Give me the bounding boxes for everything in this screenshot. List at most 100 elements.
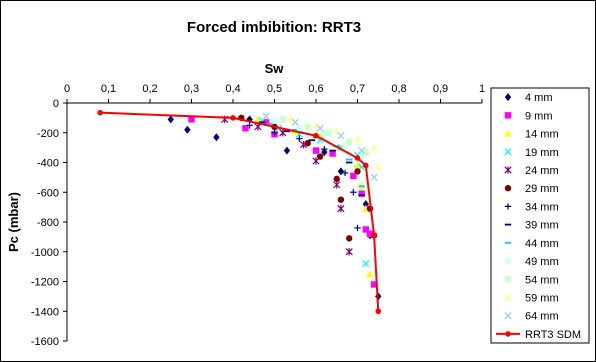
y-tick-label: -600 [37,187,59,199]
data-point [363,162,369,169]
data-point [354,155,361,161]
data-point [316,124,324,132]
legend-label: 59 mm [525,292,559,304]
data-point [354,168,361,175]
x-tick-label: 0,8 [391,83,406,95]
data-point [313,132,319,139]
data-point [321,145,328,153]
legend-label: 29 mm [525,183,559,195]
legend: 4 mm 9 mm 14 mm 19 mm 24 mm 29 mm 34 mm 39 mm 44… [490,87,590,344]
series-34-mm [246,122,361,232]
data-point [350,189,357,196]
data-point [362,148,369,156]
data-point [242,125,249,132]
chart-title: Forced imbibition: RRT3 [187,19,361,36]
data-point [370,281,378,288]
data-point [97,109,103,116]
data-point [337,204,345,213]
y-tick-label: -1400 [31,306,59,318]
data-point [362,259,370,268]
y-axis-title: Pc (mbar) [6,192,21,252]
data-point [366,230,374,238]
data-point [291,118,299,126]
legend-marker [504,203,512,210]
data-point [366,270,374,278]
y-tick-label: 0 [53,98,59,110]
series-line [100,111,380,312]
x-tick-label: 0,1 [101,83,116,95]
legend-label: RRT3 SDM [525,329,581,341]
data-point [341,169,349,177]
data-point [375,308,382,315]
data-marks [97,109,382,315]
data-point [271,129,278,136]
legend-label: 14 mm [525,129,559,141]
data-point [312,147,320,154]
data-point [296,135,303,142]
data-point [271,117,278,125]
data-point [230,115,236,121]
x-axis-title: Sw [265,61,285,76]
data-point [279,129,287,137]
data-point [329,150,336,157]
data-point [246,122,253,129]
data-point [370,143,378,151]
data-point [254,115,262,123]
legend-label: 9 mm [525,110,553,122]
data-point [188,116,195,123]
legend-marker [504,112,512,119]
data-point [167,115,174,124]
series-54-mm [279,116,369,156]
legend-marker [504,148,512,156]
x-tick-label: 1 [479,83,485,95]
legend-marker [504,129,512,137]
data-point [371,232,377,239]
data-point [304,139,311,147]
data-point [333,181,341,189]
y-tick-label: -800 [37,217,59,229]
series-39-mm [258,121,365,197]
data-point [353,135,362,142]
data-point [325,129,332,136]
data-point [350,172,357,180]
legend-marker [504,184,512,192]
data-point [353,161,362,169]
data-point [213,133,220,142]
legend-label: 49 mm [525,256,559,268]
legend-label: 44 mm [525,238,559,250]
data-point [362,226,369,233]
data-point [333,175,340,183]
x-tick-label: 0,9 [433,83,448,95]
legend-label: 4 mm [525,92,553,104]
legend-label: 39 mm [525,220,559,232]
y-tick-label: -400 [37,158,59,170]
data-point [262,112,270,121]
data-point [316,153,324,160]
series-rrt3-sdm [97,109,382,315]
y-tick-label: -1000 [31,247,59,259]
data-point [337,196,345,203]
data-point [345,248,353,256]
data-point [346,235,353,242]
axes: 0 0,1 0,2 0,3 0,4 0,5 0,6 0,7 0,8 0,9 1 0 -200 -400 -6… [31,83,485,348]
data-point [337,132,345,140]
legend-marker [504,276,512,283]
legend-marker [504,93,512,102]
data-point [184,125,191,134]
x-tick-label: 0,2 [142,83,157,95]
data-point [354,224,361,232]
data-point [296,125,303,132]
data-point [362,200,369,209]
legend-marker [504,293,512,301]
legend-label: 19 mm [525,147,559,159]
series-64-mm [262,112,378,182]
data-point [370,173,378,182]
series-24-mm [221,115,353,256]
data-point [304,123,311,130]
legend-label: 24 mm [525,165,559,177]
x-tick-label: 0,7 [350,83,365,95]
data-point [358,190,365,197]
y-tick-label: -200 [37,128,59,140]
data-point [279,116,286,123]
